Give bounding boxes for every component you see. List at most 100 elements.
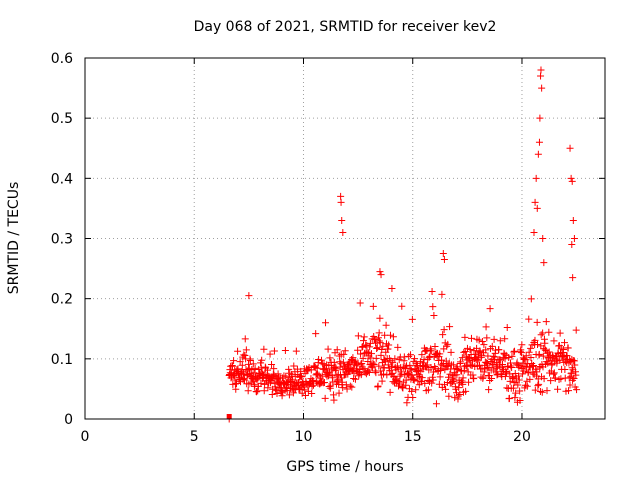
data-point [522,352,530,360]
data-point [378,345,386,353]
data-point [366,343,374,351]
data-point [543,387,551,395]
data-point [384,345,392,353]
data-point [382,321,390,329]
data-point [389,359,397,367]
data-point [239,375,247,383]
data-point [232,379,240,387]
data-point [314,370,322,378]
y-axis-label: SRMTID / TECUs [6,182,22,295]
data-point [566,144,574,152]
data-point [550,369,558,377]
data-point [431,342,439,350]
data-point [307,366,315,374]
data-point [526,375,534,383]
data-point [476,348,484,356]
data-point [482,323,490,331]
data-point [268,361,276,369]
x-tick-label: 5 [190,429,199,445]
data-point [359,337,367,345]
data-point [285,365,293,373]
data-point [354,346,362,354]
data-point [292,347,300,355]
data-point [536,114,544,122]
data-point [440,256,448,264]
data-point [386,388,394,396]
data-point [402,376,410,384]
data-point [436,350,444,358]
data-point [383,371,391,379]
data-point [308,390,316,398]
data-point [457,358,465,366]
data-point [272,385,280,393]
data-point [534,341,542,349]
data-point [337,192,345,200]
data-point [508,352,516,360]
data-point [511,347,519,355]
data-point [567,174,575,182]
data-point [463,363,471,371]
data-point [289,376,297,384]
data-point [533,318,541,326]
data-point [242,346,250,354]
data-point [550,337,558,345]
data-point [363,348,371,356]
data-point [480,341,488,349]
data-point [517,349,525,357]
data-point [260,387,268,395]
data-point [251,364,259,372]
y-tick-label: 0.6 [51,51,73,67]
data-point [421,347,429,355]
data-point [370,361,378,369]
data-point [556,329,564,337]
data-point [530,362,538,370]
data-points [225,66,581,423]
data-point [508,363,516,371]
data-point [432,400,440,408]
data-point [348,383,356,391]
data-point [467,334,475,342]
data-point [534,382,542,390]
grid-lines [85,58,605,419]
data-point [238,361,246,369]
data-point [567,369,575,377]
data-point [446,323,454,331]
data-point [374,334,382,342]
data-point [533,204,541,212]
data-point [462,387,470,395]
data-point [538,84,546,92]
data-point [527,354,535,362]
data-point [465,378,473,386]
data-point [531,336,539,344]
data-point [373,344,381,352]
data-point [478,337,486,345]
data-point [379,342,387,350]
data-point [343,385,351,393]
data-point [373,344,381,352]
data-point [309,381,317,389]
data-point [555,376,563,384]
data-point [339,384,347,392]
data-point [380,370,388,378]
data-point [342,381,350,389]
data-point [236,358,244,366]
data-point [403,399,411,407]
data-point [539,329,547,337]
data-point [246,369,254,377]
data-point [337,198,345,206]
data-point [375,362,383,370]
data-point [531,198,539,206]
data-point [285,391,293,399]
y-tick-label: 0 [64,412,73,428]
data-point [461,333,469,341]
data-point [516,397,524,405]
data-point [536,388,544,396]
data-point [475,336,483,344]
data-point [438,356,446,364]
data-point [393,362,401,370]
data-point [520,367,528,375]
data-point [527,295,535,303]
data-point [333,372,341,380]
data-point [311,364,319,372]
data-point [454,366,462,374]
